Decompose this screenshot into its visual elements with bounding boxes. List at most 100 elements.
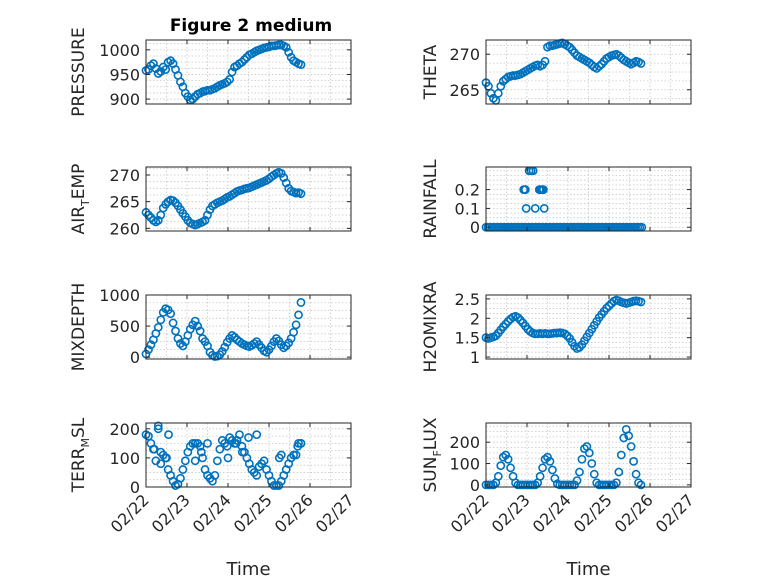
data-point (176, 473, 185, 483)
data-point (164, 430, 173, 440)
data-point (223, 453, 233, 463)
data-point (178, 341, 188, 351)
data-point (144, 431, 153, 441)
data-point (619, 433, 629, 443)
y-axis-label: MIXDEPTH (69, 283, 89, 372)
data-point (252, 430, 262, 440)
data-point (195, 326, 205, 336)
data-point (543, 452, 552, 462)
data-point (296, 189, 306, 199)
y-tick-label: 0 (130, 478, 140, 497)
data-point (577, 454, 587, 464)
data-point (614, 51, 624, 61)
y-tick-label: 0.2 (455, 181, 480, 200)
data-point (570, 480, 579, 490)
y-tick-label: 2.5 (455, 290, 480, 309)
data-point (237, 447, 247, 457)
data-point (624, 431, 634, 441)
data-point (548, 465, 557, 475)
y-tick-label: 200 (109, 420, 140, 439)
data-point (580, 444, 589, 453)
subplot-1: 900 950 1000 PRESSURE (69, 27, 352, 117)
data-point (267, 341, 276, 351)
data-point (176, 339, 185, 348)
subplot-6: 11.522.5 H2OMIXRA (421, 281, 692, 373)
y-tick-label: 0 (130, 348, 140, 367)
x-tick-label: 02/25 (570, 490, 616, 536)
data-point (496, 461, 506, 471)
data-point (212, 456, 222, 466)
data-point (276, 450, 286, 460)
data-point (535, 471, 545, 481)
y-tick-label: 500 (109, 317, 140, 336)
x-tick-label: 02/25 (230, 490, 276, 536)
figure-title: Figure 2 medium (170, 16, 332, 36)
data-point (634, 478, 643, 488)
data-point (592, 64, 602, 73)
data-point (148, 59, 158, 69)
data-point (166, 309, 175, 319)
data-point (626, 442, 636, 451)
data-point (156, 67, 166, 76)
y-tick-label: 1.5 (455, 329, 480, 348)
data-point (493, 471, 503, 481)
data-point (503, 316, 513, 326)
data-point (584, 58, 594, 68)
data-point (162, 453, 171, 463)
y-axis-label: TERRMSL (69, 417, 92, 493)
data-point (190, 316, 200, 326)
y-tick-label: 260 (109, 219, 140, 238)
y-tick-label: 900 (109, 90, 140, 109)
data-point (291, 320, 301, 330)
data-point (180, 456, 190, 466)
data-point (262, 347, 271, 357)
data-point (572, 476, 582, 485)
x-tick-label: 02/27 (312, 490, 358, 536)
axes-frame (145, 166, 352, 232)
data-point (158, 62, 168, 72)
data-point (173, 334, 183, 343)
y-tick-label: 100 (109, 449, 140, 468)
axes-frame (145, 422, 352, 488)
data-point (235, 430, 244, 440)
x-axis-label: Time (225, 559, 270, 580)
data-point (604, 301, 614, 311)
data-point (153, 424, 163, 434)
data-point (156, 459, 166, 469)
data-point (188, 94, 198, 104)
y-axis-label: SUNFLUX (421, 417, 444, 492)
data-point (161, 65, 171, 74)
data-point (284, 338, 294, 348)
data-point (538, 463, 547, 473)
data-point (602, 303, 611, 313)
data-point (215, 444, 225, 454)
data-point (227, 67, 237, 77)
y-tick-label: 0 (470, 218, 480, 237)
data-point (203, 438, 212, 448)
data-point (195, 441, 205, 451)
x-tick-label: 02/26 (271, 490, 317, 536)
data-point (146, 340, 156, 350)
axes-frame (485, 166, 692, 232)
data-point (196, 447, 206, 457)
data-point (594, 61, 604, 71)
data-point (153, 322, 163, 332)
data-point (252, 470, 262, 480)
data-point (225, 74, 235, 84)
data-point (503, 454, 513, 464)
data-point (168, 196, 178, 205)
data-point (153, 421, 163, 431)
y-tick-label: 270 (109, 166, 140, 185)
data-point (239, 55, 249, 65)
x-tick-label: 02/23 (148, 490, 194, 536)
axes-frame (145, 39, 352, 105)
y-axis-label: THETA (421, 44, 441, 100)
data-point (291, 450, 301, 460)
x-tick-label: 02/27 (652, 490, 698, 536)
subplot-2: 265 270 THETA (421, 38, 692, 105)
y-tick-label: 1000 (99, 41, 140, 60)
y-axis-label: PRESSURE (69, 27, 89, 116)
subplot-5: 0 500 1000 MIXDEPTH (69, 283, 352, 372)
data-point (584, 448, 594, 458)
